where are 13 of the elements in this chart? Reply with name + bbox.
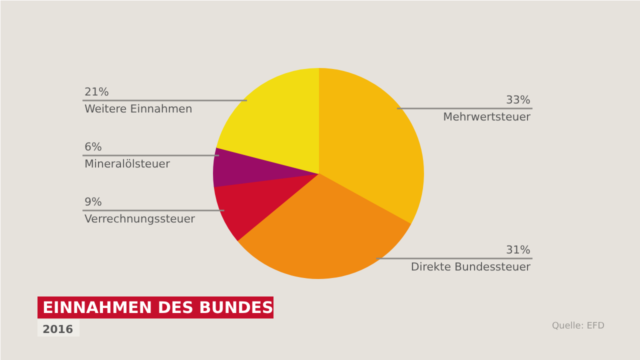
data-label: 33% [506,94,531,106]
slice-label: Direkte Bundessteuer [410,260,531,274]
slice-label: Mehrwertsteuer [443,110,531,124]
data-label: 21% [84,86,109,98]
source-note: Quelle: EFD [552,322,605,332]
data-label: 6% [84,140,102,154]
slice-label: Mineralölsteuer [84,158,170,170]
data-label: 9% [84,196,102,208]
text: EINNAHMEN DES BUNDES [42,298,274,317]
slice-label: Verrechnungssteuer [84,212,196,226]
text: 2016 [42,323,74,336]
data-label: 31% [506,244,531,256]
slice-label: Weitere Einnahmen [84,102,192,116]
